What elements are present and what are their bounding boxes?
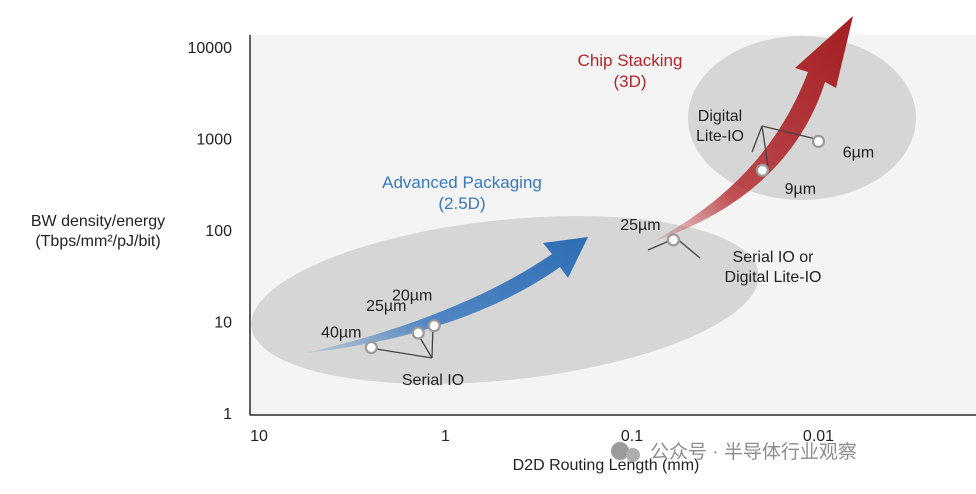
data-point <box>427 319 441 333</box>
red-arrow <box>652 16 853 242</box>
serial-digital-annotation-line1: Serial IO or <box>733 249 815 266</box>
y-axis-label-line2: (Tbps/mm²/pJ/bit) <box>35 233 160 250</box>
digital-lite-leaders <box>751 125 817 167</box>
y-axis-label-line1: BW density/energy <box>31 213 165 230</box>
data-point-label: 9µm <box>785 181 816 198</box>
data-point-label: 6µm <box>843 144 874 161</box>
x-tick-label: 1 <box>441 428 450 445</box>
data-point-label: 25µm <box>366 298 406 315</box>
y-tick-label: 1000 <box>196 132 232 149</box>
data-point-label: 20µm <box>392 288 432 305</box>
serial-io-annotation: Serial IO <box>402 372 464 389</box>
data-point <box>364 340 378 355</box>
serial-digital-annotation-line2: Digital Lite-IO <box>725 269 822 286</box>
y-tick-label: 1 <box>223 406 232 423</box>
data-point <box>755 163 769 177</box>
advanced-packaging-region <box>251 216 759 384</box>
chip-stacking-sublabel: (3D) <box>613 72 646 91</box>
axis-ticks: 1 10 100 1000 10000 10 1 0.1 0.01 <box>188 40 835 445</box>
advanced-packaging-label: Advanced Packaging <box>382 173 542 192</box>
wechat-icon <box>611 442 629 460</box>
x-tick-label: 0.1 <box>621 428 643 445</box>
data-point <box>411 326 425 340</box>
watermark: 公众号 · 半导体行业观察 <box>611 441 857 463</box>
x-tick-label: 10 <box>250 428 268 445</box>
y-tick-label: 10 <box>214 315 232 332</box>
digital-lite-annotation-line2: Lite-IO <box>696 128 744 145</box>
advanced-packaging-sublabel: (2.5D) <box>438 194 485 213</box>
blue-arrow <box>305 237 588 353</box>
y-tick-label: 10000 <box>188 40 233 57</box>
digital-lite-annotation-line1: Digital <box>698 108 742 125</box>
chip-stacking-label: Chip Stacking <box>578 51 683 70</box>
watermark-text: 公众号 · 半导体行业观察 <box>650 441 857 463</box>
data-point <box>811 134 826 148</box>
y-tick-label: 100 <box>205 223 232 240</box>
x-tick-label: 0.01 <box>803 428 834 445</box>
x-axis-label: D2D Routing Length (mm) <box>513 457 700 474</box>
data-point <box>666 233 680 247</box>
data-point-label: 40µm <box>321 324 361 341</box>
data-point-label: 25µm <box>620 217 660 234</box>
